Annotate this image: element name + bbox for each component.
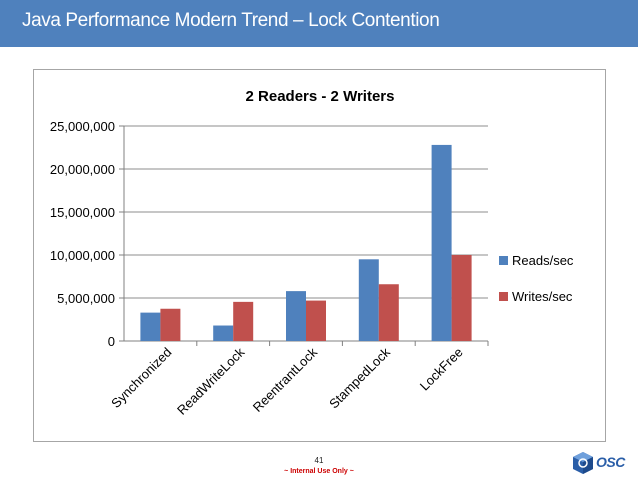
- bar-reads: [286, 291, 306, 341]
- x-tick-label: LockFree: [417, 345, 466, 394]
- company-logo: OSC: [572, 450, 634, 476]
- y-tick-label: 10,000,000: [50, 248, 115, 263]
- page-number: 41: [314, 456, 324, 465]
- footer-note: ~ Internal Use Only ~: [284, 468, 354, 475]
- legend-label: Reads/sec: [512, 253, 574, 268]
- y-tick-label: 25,000,000: [50, 119, 115, 134]
- x-axis-ticks: Synchronized ReadWriteLock ReentrantLock St…: [108, 344, 466, 418]
- bar-reads: [358, 259, 379, 341]
- cube-icon: [573, 452, 593, 474]
- x-tick-label: ReadWriteLock: [174, 344, 248, 418]
- x-tick-label: Synchronized: [108, 345, 174, 411]
- y-tick-label: 20,000,000: [50, 162, 115, 177]
- legend: Reads/sec Writes/sec: [499, 253, 574, 304]
- bar-writes: [306, 300, 326, 341]
- gridlines: [119, 125, 489, 346]
- bars: [140, 144, 472, 341]
- y-tick-label: 0: [108, 334, 115, 349]
- bar-reads: [431, 144, 452, 341]
- bar-reads: [140, 312, 161, 341]
- legend-swatch: [499, 292, 508, 301]
- bar-reads: [213, 325, 234, 341]
- slide-title: Java Performance Modern Trend – Lock Con…: [22, 10, 440, 31]
- bar-writes: [160, 308, 181, 341]
- logo-text: OSC: [596, 454, 625, 470]
- x-tick-label: ReentrantLock: [250, 344, 321, 415]
- slide-header: Java Performance Modern Trend – Lock Con…: [0, 0, 638, 47]
- bar-writes: [378, 284, 399, 341]
- legend-swatch: [499, 256, 508, 265]
- bar-writes: [451, 255, 472, 341]
- y-tick-label: 15,000,000: [50, 205, 115, 220]
- y-tick-label: 5,000,000: [57, 291, 115, 306]
- bar-writes: [233, 301, 254, 341]
- y-axis-ticks: 0 5,000,000 10,000,000 15,000,000 20,000,000…: [50, 119, 115, 349]
- x-tick-label: StampedLock: [326, 344, 393, 411]
- chart-title: 2 Readers - 2 Writers: [246, 88, 395, 105]
- legend-label: Writes/sec: [512, 289, 573, 304]
